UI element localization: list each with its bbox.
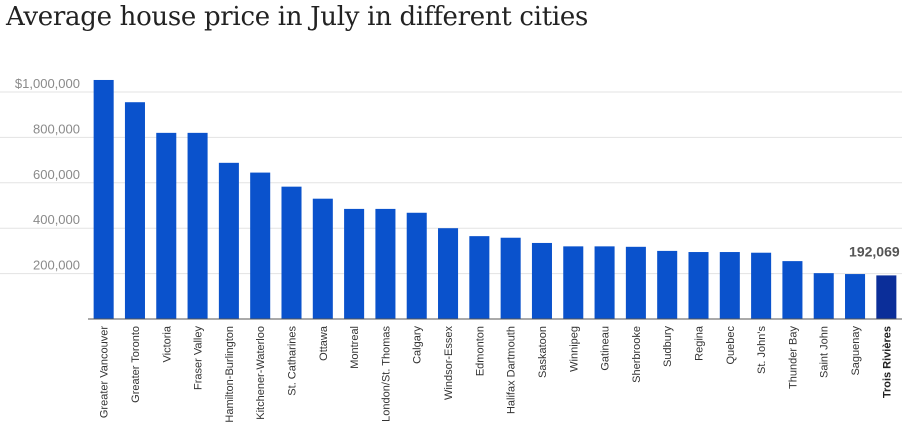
y-axis-tick-labels: 200,000 400,000 600,000 800,000 $1,000,000 <box>15 76 80 273</box>
bar <box>751 252 772 319</box>
y-tick-label: 600,000 <box>33 167 80 182</box>
bar <box>250 172 271 319</box>
x-tick-label: Sherbrooke <box>631 326 643 383</box>
bar <box>93 79 114 320</box>
x-tick-label: Montreal <box>349 326 361 369</box>
x-tick-label: Trois Rivières <box>881 326 893 398</box>
y-tick-label: 800,000 <box>33 121 80 136</box>
y-tick-label: 200,000 <box>33 258 80 273</box>
x-tick-label: Saint John <box>819 326 831 378</box>
bar <box>469 236 490 319</box>
bar <box>344 208 365 319</box>
x-tick-label: Greater Toronto <box>130 326 142 403</box>
annotations: 192,069 <box>849 243 900 259</box>
x-tick-label: Gatineau <box>600 326 612 371</box>
bars <box>93 79 897 320</box>
bar <box>187 132 208 319</box>
x-tick-label: St. John's <box>756 326 768 374</box>
bar <box>438 228 459 319</box>
x-tick-label: Hamilton-Burlington <box>224 326 236 423</box>
x-tick-label: Saguenay <box>850 326 862 376</box>
bar <box>719 252 740 319</box>
chart-title: Average house price in July in different… <box>6 2 588 32</box>
bar <box>688 252 709 319</box>
x-tick-label: Thunder Bay <box>787 326 799 389</box>
x-axis-labels: Greater Vancouver Greater Toronto Victoria… <box>99 325 894 422</box>
bar <box>312 198 333 319</box>
x-tick-label: Windsor-Essex <box>443 326 455 400</box>
x-tick-label: Victoria <box>161 325 173 362</box>
bar <box>625 246 646 319</box>
bar <box>281 186 302 319</box>
bar <box>563 246 584 319</box>
bar <box>375 208 396 319</box>
bar <box>876 275 897 319</box>
bar <box>218 162 239 319</box>
y-tick-label: $1,000,000 <box>15 76 80 91</box>
bar <box>813 273 834 319</box>
x-tick-label: Halifax Dartmouth <box>506 326 518 414</box>
bar <box>500 237 521 319</box>
x-tick-label: Regina <box>694 325 706 361</box>
bar <box>782 261 803 319</box>
x-tick-label: Greater Vancouver <box>99 326 111 418</box>
x-tick-label: Ottawa <box>318 325 330 361</box>
x-tick-label: Quebec <box>725 326 737 365</box>
x-tick-label: Sudbury <box>662 326 674 367</box>
x-tick-label: London/St. Thomas <box>380 326 392 422</box>
x-tick-label: Fraser Valley <box>193 326 205 390</box>
bar <box>531 242 552 319</box>
bar <box>657 250 678 319</box>
bar <box>406 212 427 319</box>
bar <box>156 132 177 319</box>
bar <box>845 274 866 319</box>
x-tick-label: Edmonton <box>474 326 486 376</box>
x-tick-label: Saskatoon <box>537 326 549 378</box>
data-label: 192,069 <box>849 243 900 259</box>
x-tick-label: Kitchener-Waterloo <box>255 326 267 420</box>
x-tick-label: St. Catharines <box>287 326 299 396</box>
y-tick-label: 400,000 <box>33 212 80 227</box>
bar <box>124 102 145 319</box>
x-tick-label: Calgary <box>412 326 424 364</box>
bar <box>594 246 615 319</box>
x-tick-label: Winnipeg <box>568 326 580 372</box>
